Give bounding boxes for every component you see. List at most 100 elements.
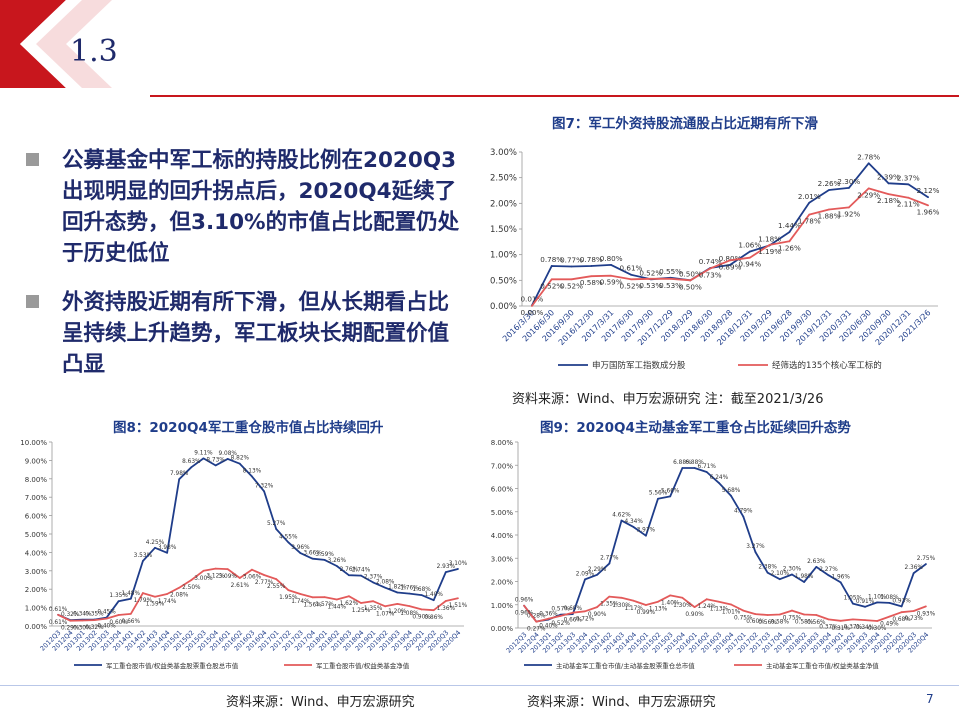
fig9-data-point	[888, 601, 891, 604]
fig8-data-point	[287, 589, 290, 592]
fig8-data-label: 3.12%	[206, 574, 225, 580]
fig8-data-point	[214, 567, 217, 570]
fig8-data-point	[81, 619, 84, 622]
fig8-data-point	[323, 559, 326, 561]
fig7-data-point	[927, 196, 929, 199]
fig9-data-point	[876, 620, 879, 622]
fig8-data-point	[396, 591, 399, 594]
fig8-data-label: 1.68%	[412, 587, 431, 593]
fig8-data-label: 3.98%	[158, 545, 177, 551]
fig8-data-point	[69, 619, 72, 622]
fig8-data-label: 1.51%	[449, 603, 468, 609]
fig8-data-point	[287, 541, 290, 544]
fig8-data-label: 1.08%	[400, 611, 419, 617]
fig8-data-label: 0.40%	[97, 624, 116, 630]
fig8-data-point	[457, 568, 459, 570]
fig7-data-label: 2.37%	[897, 173, 920, 182]
fig7-data-point	[887, 182, 890, 185]
fig8-data-label: 8.73%	[206, 457, 225, 463]
fig9-data-label: 0.66%	[564, 618, 583, 624]
fig9-ytick-label: 6.00%	[491, 486, 514, 494]
fig9-data-label: 1.13%	[710, 607, 729, 613]
fig9-data-point	[547, 617, 550, 620]
fig7-legend-label: 申万国防军工指数成分股	[592, 360, 686, 371]
fig7-data-point	[550, 265, 553, 267]
fig8-data-label: 0.35%	[85, 612, 104, 618]
fig7-data-point	[847, 206, 850, 209]
fig9-data-label: 1.05%	[844, 596, 863, 602]
fig9-data-label: 0.75%	[734, 616, 753, 622]
fig9-data-point	[815, 565, 818, 568]
fig9-data-label: 0.58%	[795, 620, 814, 626]
fig7-data-label: 1.92%	[837, 209, 860, 218]
fig7-data-point	[808, 201, 811, 204]
fig8-data-label: 2.76%	[340, 567, 359, 573]
fig8-data-label: 2.55%	[267, 584, 286, 590]
bullet-square-icon	[26, 295, 39, 308]
fig9-ytick-label: 5.00%	[491, 509, 514, 517]
fig8-data-point	[251, 475, 253, 478]
fig7-data-label: 2.11%	[897, 200, 920, 209]
fig9-data-point	[596, 606, 599, 608]
fig7-data-point	[630, 278, 632, 281]
fig8-data-point	[202, 457, 205, 460]
fig7-data-label: 1.78%	[798, 217, 821, 226]
fig8-data-label: 2.77%	[255, 580, 274, 586]
fig8-data-label: 3.09%	[218, 574, 237, 580]
fig9-data-point	[742, 515, 745, 518]
fig9-data-point	[571, 611, 574, 614]
fig8-data-point	[226, 568, 229, 571]
fig7-ytick-label: 2.00%	[490, 199, 517, 209]
fig9-data-label: 0.52%	[551, 621, 570, 627]
fig9-data-point	[693, 467, 696, 469]
fig9-data-point	[584, 578, 586, 581]
fig9-data-point	[644, 534, 647, 537]
fig9-data-point	[693, 606, 696, 608]
fig8-data-point	[420, 594, 423, 596]
fig9-data-point	[742, 609, 745, 612]
fig7-data-point	[808, 213, 811, 216]
footer-divider	[0, 685, 959, 686]
fig9-data-label: 2.38%	[758, 565, 777, 571]
fig7-data-point	[570, 278, 573, 281]
fig8-data-point	[117, 614, 120, 616]
fig7-data-label: 0.53%	[659, 281, 682, 290]
fig8-data-point	[129, 612, 132, 615]
fig9-data-label: 0.58%	[771, 620, 790, 626]
fig9-data-label: 0.90%	[685, 612, 704, 618]
fig9-data-point	[584, 610, 586, 613]
bullet-text: 公募基金中军工标的持股比例在2020Q3出现明显的回升拐点后，2020Q4延续了…	[62, 148, 460, 266]
fig7-data-label: 1.26%	[778, 243, 801, 252]
fig8-ytick-label: 4.00%	[25, 549, 48, 557]
fig9-data-label: 0.99%	[637, 610, 656, 616]
fig9-data-label: 0.96%	[515, 611, 534, 617]
fig8-data-point	[347, 595, 350, 598]
fig7-data-label: 0.50%	[679, 282, 702, 291]
fig8-data-label: 3.59%	[315, 552, 334, 558]
fig9-data-point	[827, 574, 830, 577]
fig8-data-point	[178, 586, 181, 589]
fig8-ytick-label: 2.00%	[25, 586, 48, 594]
fig7-data-label: 0.61%	[620, 264, 643, 273]
fig8-data-label: 1.35%	[364, 606, 383, 612]
fig8-data-point	[275, 528, 278, 530]
fig8-data-label: 8.13%	[243, 468, 262, 474]
fig8-data-label: 1.74%	[291, 599, 310, 605]
fig8-data-point	[372, 581, 375, 584]
fig9-data-label: 6.88%	[673, 460, 692, 466]
fig8-data-point	[311, 596, 314, 599]
fig9-data-point	[608, 562, 611, 565]
fig8-data-point	[214, 464, 217, 467]
header-banner	[0, 0, 959, 97]
fig7-data-point	[550, 278, 553, 281]
fig7-data-point	[828, 189, 830, 191]
fig8-data-point	[166, 593, 169, 595]
fig9-data-label: 2.09%	[576, 571, 595, 577]
fig7-data-point	[927, 204, 929, 207]
fig8-data-label: 0.29%	[61, 626, 80, 632]
fig9-data-label: 0.56%	[807, 620, 826, 626]
fig7-legend-label: 经筛选的135个核心军工标的	[772, 360, 882, 371]
fig7-data-point	[847, 187, 850, 189]
fig9-data-point	[669, 495, 672, 498]
fig9-data-label: 1.35%	[600, 602, 619, 608]
